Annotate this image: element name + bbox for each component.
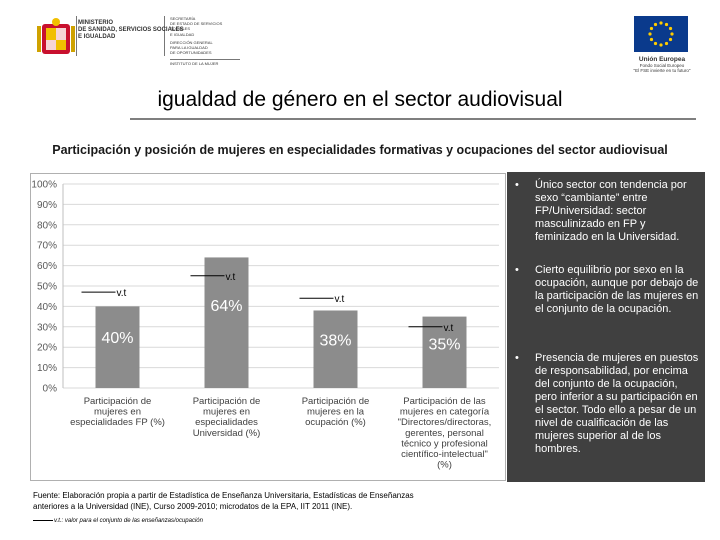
logo-divider: [76, 16, 77, 56]
y-tick-label: 50%: [37, 282, 57, 293]
org-hierarchy: SECRETARÍA DE ESTADO DE SERVICIOS SOCIAL…: [170, 16, 240, 67]
reference-value-label: v.t: [335, 294, 345, 305]
eu-star-icon: [664, 22, 669, 27]
ministry-name: MINISTERIO DE SANIDAD, SERVICIOS SOCIALE…: [78, 20, 184, 41]
bar-data-label: 38%: [319, 333, 351, 350]
ministry-line: E IGUALDAD: [78, 34, 116, 40]
eu-caption: Unión Europea Fondo Social Europeo "El F…: [626, 56, 698, 73]
page-title: igualdad de género en el sector audiovis…: [157, 88, 563, 111]
org-line: PARA LA IGUALDAD: [170, 45, 208, 51]
y-tick-label: 70%: [37, 241, 57, 252]
bullet-text: Único sector con tendencia por sexo “cam…: [535, 179, 687, 243]
source-note: Fuente: Elaboración propia a partir de E…: [33, 490, 503, 512]
ministry-line: MINISTERIO: [78, 20, 114, 26]
logo-divider: [164, 16, 165, 56]
org-line: DIRECCIÓN GENERAL: [170, 39, 213, 45]
title-underline: [130, 118, 696, 120]
y-tick-label: 30%: [37, 322, 57, 333]
eu-star-icon: [659, 43, 663, 47]
reference-value-label: v.t: [117, 288, 127, 299]
x-category-label: especialidades FP (%): [70, 417, 165, 428]
y-tick-label: 90%: [37, 200, 57, 211]
x-category-label: mujeres en: [94, 407, 141, 418]
x-category-label: Participación de: [84, 396, 152, 407]
reference-value-label: v.t: [226, 272, 236, 283]
x-category-label: Participación de las: [403, 396, 486, 407]
footnote-text: v.t.: valor para el conjunto de las ense…: [54, 518, 203, 524]
eu-star-icon: [648, 32, 652, 36]
eu-star-icon: [653, 41, 658, 46]
bullet-icon: •: [515, 352, 519, 364]
bar-chart: 100% 90% 80% 70% 60% 50% 40% 30% 20% 10% 0% 40% v.t P…: [31, 180, 499, 471]
x-category-label: Participación de: [193, 396, 261, 407]
y-tick-label: 10%: [37, 363, 57, 374]
x-category-label: técnico y profesional: [401, 438, 488, 449]
bar-data-label: 35%: [428, 337, 460, 354]
reference-line-sample: [33, 520, 53, 521]
eu-star-icon: [668, 37, 673, 42]
eu-label: Unión Europea: [638, 56, 686, 63]
eu-sub-label: Fondo Social Europeo: [639, 63, 685, 68]
org-line: E IGUALDAD: [170, 31, 195, 37]
bar: [313, 310, 358, 388]
page-subtitle: Participación y posición de mujeres en e…: [52, 143, 668, 157]
y-tick-label: 20%: [37, 343, 57, 354]
eu-star-icon: [670, 32, 674, 36]
eu-star-icon: [659, 21, 663, 25]
bar-data-label: 40%: [101, 330, 133, 347]
y-tick-label: 100%: [31, 180, 57, 191]
ministry-logo: [36, 14, 236, 64]
eu-star-icon: [653, 22, 658, 27]
x-category-label: mujeres en la: [307, 407, 365, 418]
eu-flag-icon: [634, 16, 688, 52]
bullet-text: Cierto equilibrio por sexo en la ocupaci…: [535, 264, 699, 315]
bar: [204, 257, 249, 388]
y-tick-label: 60%: [37, 261, 57, 272]
x-category-label: Participación de: [302, 396, 370, 407]
x-category-label: mujeres en categoría: [400, 407, 490, 418]
chart-frame: 100% 90% 80% 70% 60% 50% 40% 30% 20% 10% 0% 40% v.t P…: [30, 173, 506, 481]
org-line: INSTITUTO DE LA MUJER: [170, 59, 240, 66]
eu-star-icon: [649, 37, 654, 42]
ministry-line: DE SANIDAD, SERVICIOS SOCIALES: [78, 27, 184, 33]
source-line: anteriores a la Universidad (INE), Curso…: [33, 502, 353, 511]
x-category-label: Universidad (%): [193, 428, 261, 439]
reference-value-label: v.t: [444, 323, 454, 334]
commentary-panel: • Único sector con tendencia por sexo “c…: [507, 172, 705, 482]
eu-star-icon: [649, 26, 654, 31]
bullet-text: Presencia de mujeres en puestos de respo…: [535, 352, 699, 455]
bullet-icon: •: [515, 179, 519, 191]
org-line: DE OPORTUNIDADES: [170, 50, 212, 56]
bar: [95, 306, 140, 388]
bar: [422, 316, 467, 388]
bullet-icon: •: [515, 264, 519, 276]
x-category-label: "Directores/directoras,: [398, 417, 492, 428]
footnote: v.t.: valor para el conjunto de las ense…: [33, 518, 203, 524]
x-category-label: mujeres en: [203, 407, 250, 418]
eu-star-icon: [668, 26, 673, 31]
org-line: SECRETARÍA: [170, 16, 196, 21]
x-category-label: científico-intelectual": [401, 449, 488, 460]
x-category-label: especialidades: [195, 417, 258, 428]
eu-slogan: "El FSE invierte en tu futuro": [633, 68, 691, 73]
y-tick-label: 0%: [43, 384, 58, 395]
coat-of-arms-icon: [37, 18, 75, 54]
x-category-label: ocupación (%): [305, 417, 366, 428]
org-line: DE ESTADO DE SERVICIOS SOCIALES: [170, 21, 223, 32]
source-line: Fuente: Elaboración propia a partir de E…: [33, 491, 414, 500]
bar-data-label: 64%: [210, 298, 242, 315]
x-category-label: gerentes, personal: [405, 428, 484, 439]
y-tick-label: 40%: [37, 302, 57, 313]
x-category-label: (%): [437, 460, 452, 471]
y-tick-label: 80%: [37, 220, 57, 231]
eu-star-icon: [664, 41, 669, 46]
